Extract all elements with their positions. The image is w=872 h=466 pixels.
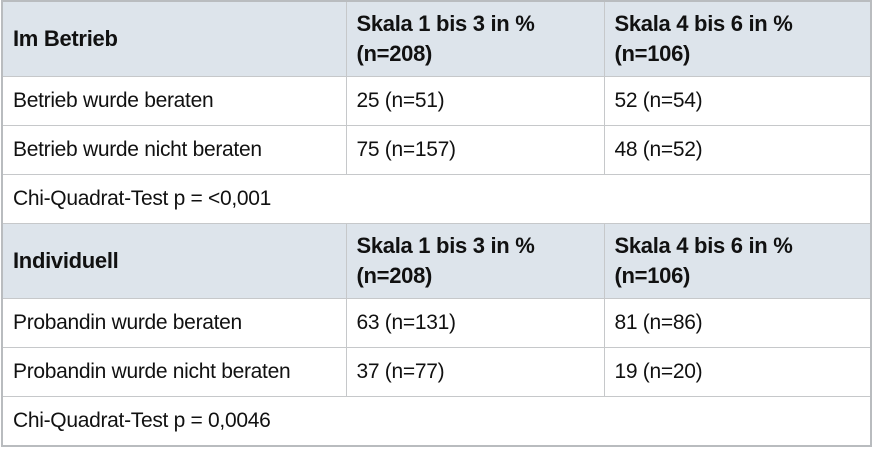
row-label: Probandin wurde nicht beraten — [1, 347, 347, 397]
section-title: Individuell — [1, 223, 347, 299]
test-result-row: Chi-Quadrat-Test p = <0,001 — [1, 174, 872, 224]
cell-scale-1-3: 63 (n=131) — [345, 298, 605, 348]
column-header-scale-1-3: Skala 1 bis 3 in % (n=208) — [345, 223, 605, 299]
column-header-count: (n=208) — [356, 41, 433, 66]
cell-scale-4-6: 81 (n=86) — [603, 298, 872, 348]
column-header-line: Skala 4 bis 6 in % — [614, 11, 793, 36]
column-header-count: (n=208) — [356, 263, 433, 288]
column-header-scale-1-3: Skala 1 bis 3 in % (n=208) — [345, 0, 605, 77]
row-label: Betrieb wurde beraten — [1, 76, 347, 126]
row-label: Probandin wurde beraten — [1, 298, 347, 348]
cell-scale-1-3: 75 (n=157) — [345, 125, 605, 175]
column-header-scale-4-6: Skala 4 bis 6 in % (n=106) — [603, 0, 872, 77]
column-header-line: Skala 1 bis 3 in % — [356, 11, 535, 36]
column-header-line: Skala 1 bis 3 in % — [356, 233, 535, 258]
column-header-scale-4-6: Skala 4 bis 6 in % (n=106) — [603, 223, 872, 299]
column-header-count: (n=106) — [614, 41, 691, 66]
table-row: Probandin wurde nicht beraten 37 (n=77) … — [1, 347, 872, 397]
chi-square-result: Chi-Quadrat-Test p = 0,0046 — [1, 396, 872, 447]
cell-scale-1-3: 37 (n=77) — [345, 347, 605, 397]
section-title: Im Betrieb — [1, 0, 347, 77]
cell-scale-4-6: 19 (n=20) — [603, 347, 872, 397]
chi-square-result: Chi-Quadrat-Test p = <0,001 — [1, 174, 872, 224]
results-table-container: Im Betrieb Skala 1 bis 3 in % (n=208) Sk… — [1, 0, 872, 447]
row-label: Betrieb wurde nicht beraten — [1, 125, 347, 175]
section-header-row: Individuell Skala 1 bis 3 in % (n=208) S… — [1, 223, 872, 299]
section-header-row: Im Betrieb Skala 1 bis 3 in % (n=208) Sk… — [1, 0, 872, 77]
test-result-row: Chi-Quadrat-Test p = 0,0046 — [1, 396, 872, 447]
table-row: Probandin wurde beraten 63 (n=131) 81 (n… — [1, 298, 872, 348]
table-row: Betrieb wurde nicht beraten 75 (n=157) 4… — [1, 125, 872, 175]
cell-scale-1-3: 25 (n=51) — [345, 76, 605, 126]
cell-scale-4-6: 52 (n=54) — [603, 76, 872, 126]
cell-scale-4-6: 48 (n=52) — [603, 125, 872, 175]
column-header-line: Skala 4 bis 6 in % — [614, 233, 793, 258]
table-row: Betrieb wurde beraten 25 (n=51) 52 (n=54… — [1, 76, 872, 126]
results-table: Im Betrieb Skala 1 bis 3 in % (n=208) Sk… — [1, 0, 872, 447]
column-header-count: (n=106) — [614, 263, 691, 288]
